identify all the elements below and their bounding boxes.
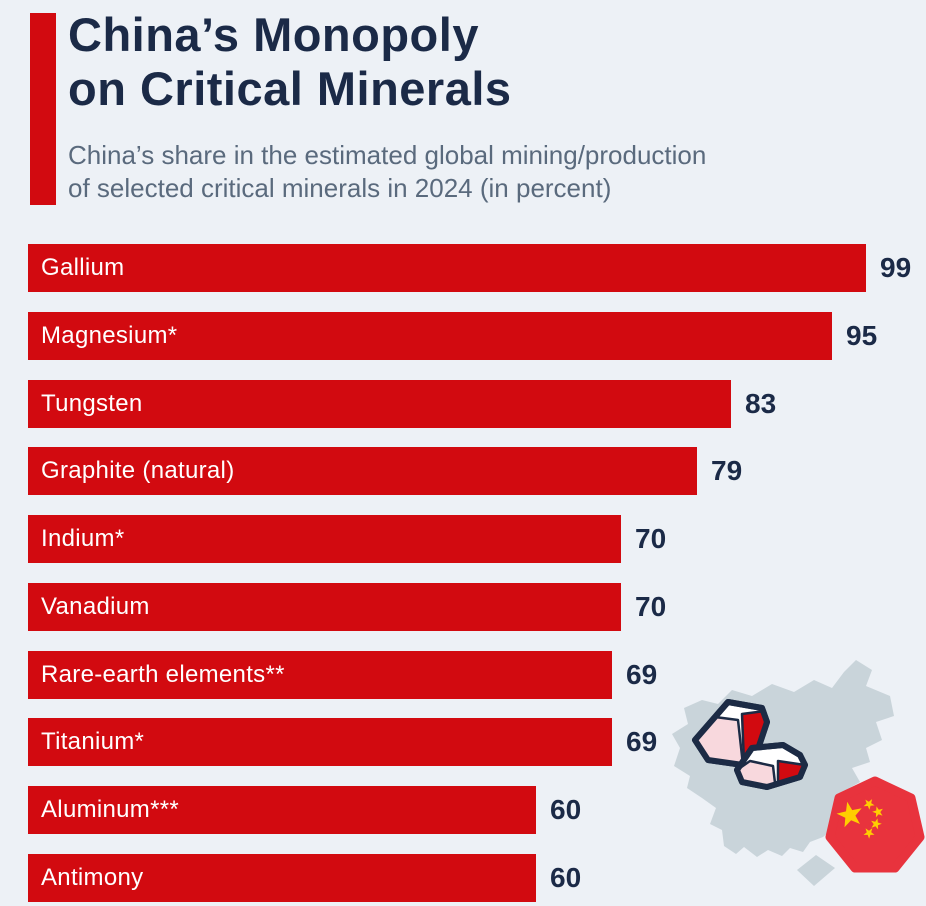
chart-title-line2: on Critical Minerals xyxy=(68,62,512,115)
bar: Graphite (natural) xyxy=(28,447,697,495)
bar: Antimony xyxy=(28,854,536,902)
bar: Titanium* xyxy=(28,718,612,766)
bar-category-label: Tungsten xyxy=(41,390,143,417)
bar: Tungsten xyxy=(28,380,731,428)
bar-row: Magnesium* 95 xyxy=(0,312,926,360)
flag-stars xyxy=(836,799,883,839)
bar-row: Tungsten 83 xyxy=(0,380,926,428)
bar-row: Titanium* 69 xyxy=(0,718,926,766)
bar-value-label: 99 xyxy=(880,252,912,283)
flag-small-star xyxy=(872,806,883,818)
chart-subtitle-line2: of selected critical minerals in 2024 (i… xyxy=(68,173,612,203)
bar-value-label: 70 xyxy=(635,591,667,622)
chart-title-line1: China’s Monopoly xyxy=(68,8,479,61)
chart-title: China’s Monopoly on Critical Minerals xyxy=(68,8,512,116)
bar-category-label: Gallium xyxy=(41,254,125,281)
bar-value-label: 95 xyxy=(846,320,878,351)
bar-row: Antimony 60 xyxy=(0,854,926,902)
bar: Rare-earth elements** xyxy=(28,651,612,699)
bar-category-label: Rare-earth elements** xyxy=(41,661,285,688)
flag-small-star xyxy=(871,818,882,830)
bar: Aluminum*** xyxy=(28,786,536,834)
bar-category-label: Titanium* xyxy=(41,728,145,755)
flag-small-star xyxy=(863,828,875,839)
bar-row: Graphite (natural) 79 xyxy=(0,447,926,495)
china-map-illustration xyxy=(672,660,925,886)
mineral-crystals xyxy=(692,699,808,790)
bar-row: Aluminum*** 60 xyxy=(0,786,926,834)
bar-value-label: 60 xyxy=(550,794,582,825)
bar-category-label: Graphite (natural) xyxy=(41,457,235,484)
title-accent-bar xyxy=(30,13,56,205)
bar-row: Rare-earth elements** 69 xyxy=(0,651,926,699)
bar: Magnesium* xyxy=(28,312,832,360)
bar-category-label: Aluminum*** xyxy=(41,796,180,823)
bar-category-label: Indium* xyxy=(41,525,125,552)
hainan-island-shape xyxy=(797,855,835,886)
bar: Gallium xyxy=(28,244,866,292)
bar-row: Vanadium 70 xyxy=(0,583,926,631)
chart-subtitle-line1: China’s share in the estimated global mi… xyxy=(68,140,707,170)
bar-value-label: 60 xyxy=(550,862,582,893)
bar-row: Gallium 99 xyxy=(0,244,926,292)
bar: Vanadium xyxy=(28,583,621,631)
chart-subtitle: China’s share in the estimated global mi… xyxy=(68,139,706,205)
bar-value-label: 69 xyxy=(626,726,658,757)
bar-category-label: Vanadium xyxy=(41,593,150,620)
flag-small-star xyxy=(863,799,875,810)
bar-row: Indium* 70 xyxy=(0,515,926,563)
bar-value-label: 83 xyxy=(745,388,777,419)
bar-value-label: 69 xyxy=(626,659,658,690)
small-crystal-outline xyxy=(734,742,808,790)
bar-category-label: Magnesium* xyxy=(41,322,178,349)
bar-category-label: Antimony xyxy=(41,864,144,891)
china-flag-badge xyxy=(825,776,925,873)
bar-value-label: 70 xyxy=(635,523,667,554)
flag-big-star xyxy=(836,801,862,828)
bar-value-label: 79 xyxy=(711,455,743,486)
bar: Indium* xyxy=(28,515,621,563)
